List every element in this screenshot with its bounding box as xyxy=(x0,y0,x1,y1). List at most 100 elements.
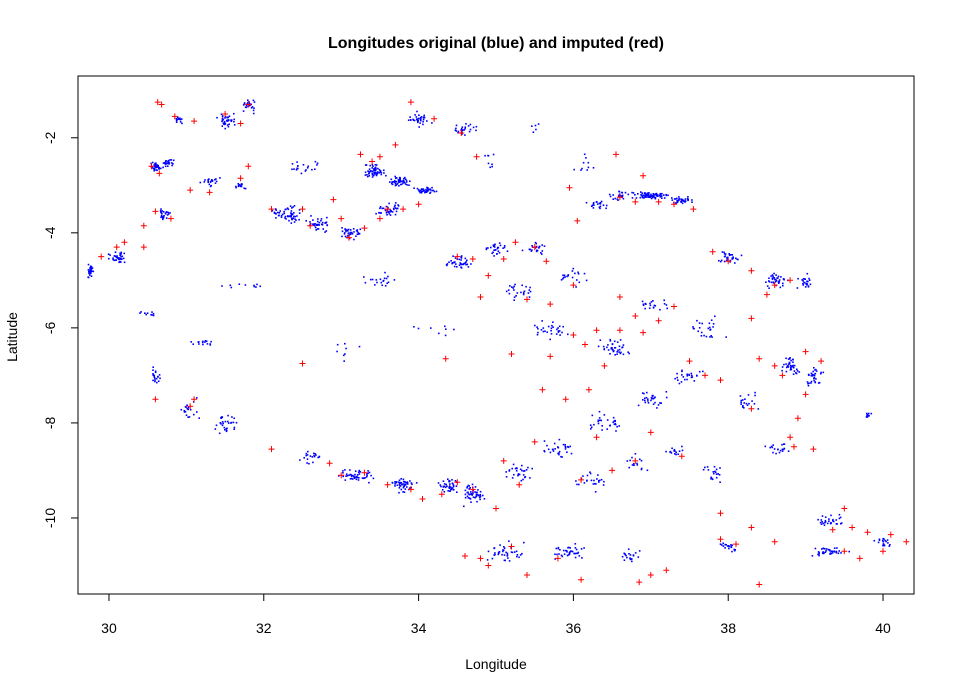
original-point xyxy=(641,195,643,198)
original-point xyxy=(814,381,816,383)
original-point xyxy=(719,481,721,483)
original-point xyxy=(646,391,648,394)
imputed-point xyxy=(616,194,623,201)
original-point xyxy=(222,422,224,425)
original-point xyxy=(425,188,427,191)
original-point xyxy=(715,476,718,479)
original-point xyxy=(598,479,601,482)
original-point xyxy=(181,122,183,125)
original-point xyxy=(608,193,611,196)
imputed-point xyxy=(543,258,550,265)
original-point xyxy=(721,251,724,253)
original-point xyxy=(451,262,454,264)
original-point xyxy=(783,278,785,281)
original-point xyxy=(817,518,819,521)
original-point xyxy=(768,280,770,282)
original-point xyxy=(432,189,435,192)
original-point xyxy=(574,556,577,559)
original-point xyxy=(681,202,684,205)
original-point xyxy=(731,254,734,256)
original-point xyxy=(469,128,472,131)
imputed-point xyxy=(245,101,252,108)
original-point xyxy=(313,455,316,458)
original-point xyxy=(420,117,422,120)
original-point xyxy=(395,202,397,204)
original-point xyxy=(479,490,482,493)
original-point xyxy=(243,103,246,105)
original-point xyxy=(542,330,545,333)
original-point xyxy=(505,476,508,478)
original-point xyxy=(293,212,295,214)
imputed-point xyxy=(148,163,155,170)
original-point xyxy=(240,184,242,187)
original-point xyxy=(742,399,744,401)
original-point xyxy=(297,165,299,167)
original-point xyxy=(793,364,796,367)
original-point xyxy=(316,228,319,230)
original-point xyxy=(324,231,326,233)
original-point xyxy=(682,376,685,378)
imputed-point xyxy=(384,206,391,213)
imputed-point xyxy=(756,581,763,588)
original-point xyxy=(889,544,891,546)
original-point xyxy=(822,547,825,550)
original-point xyxy=(663,197,666,199)
original-point xyxy=(599,205,602,208)
original-point xyxy=(525,285,527,288)
original-point xyxy=(822,522,825,525)
imputed-point xyxy=(516,481,523,488)
original-point xyxy=(379,207,381,210)
original-point xyxy=(412,118,414,121)
original-point xyxy=(521,469,523,472)
imputed-point xyxy=(616,294,623,300)
original-point xyxy=(435,190,438,193)
original-point xyxy=(511,551,514,554)
original-point xyxy=(580,548,583,550)
original-point xyxy=(790,367,792,369)
original-point xyxy=(380,212,382,214)
original-point xyxy=(549,338,551,341)
original-point xyxy=(457,130,460,133)
imputed-point xyxy=(299,360,306,367)
original-point xyxy=(342,472,344,474)
imputed-point xyxy=(473,153,480,160)
original-point xyxy=(426,190,429,193)
original-point xyxy=(515,470,518,472)
original-point xyxy=(154,377,156,379)
original-point xyxy=(215,180,218,183)
original-point xyxy=(344,479,347,481)
imputed-point xyxy=(678,453,685,460)
original-point xyxy=(647,194,649,197)
original-point xyxy=(204,179,206,181)
original-point xyxy=(341,235,343,238)
original-point xyxy=(396,183,399,185)
original-point xyxy=(113,259,115,262)
original-point xyxy=(883,538,885,540)
original-point xyxy=(640,191,642,193)
original-point xyxy=(122,257,125,260)
original-point xyxy=(230,120,233,123)
original-point xyxy=(627,548,630,550)
original-point xyxy=(456,491,458,493)
original-point xyxy=(87,276,89,278)
original-point xyxy=(824,516,827,518)
original-point xyxy=(574,543,577,545)
imputed-point xyxy=(469,486,476,493)
original-point xyxy=(613,420,615,422)
original-point xyxy=(811,373,814,376)
original-point xyxy=(837,552,840,555)
original-point xyxy=(812,374,814,377)
original-point xyxy=(729,259,732,262)
original-point xyxy=(724,543,726,546)
imputed-point xyxy=(357,151,364,158)
original-point xyxy=(89,268,92,271)
original-point xyxy=(605,204,608,207)
original-point xyxy=(561,331,563,334)
original-point xyxy=(445,328,447,330)
imputed-point xyxy=(578,576,585,583)
original-point xyxy=(485,247,488,249)
original-point xyxy=(686,378,688,381)
original-point xyxy=(418,114,420,116)
imputed-point xyxy=(632,457,639,464)
original-point xyxy=(288,215,290,218)
